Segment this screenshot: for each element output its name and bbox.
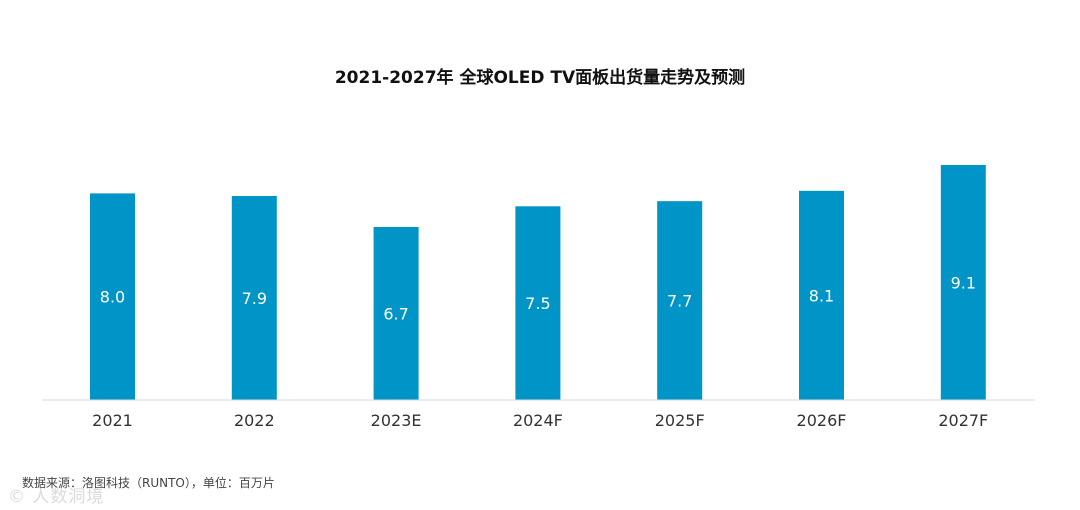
tick-label-2022: 2022 xyxy=(234,411,275,430)
data-label-2022: 7.9 xyxy=(242,289,267,308)
bar-2025f xyxy=(657,201,703,400)
labels-group: 8.0 7.9 6.7 7.5 7.7 8.1 9.1 xyxy=(100,274,976,324)
tick-label-2023e: 2023E xyxy=(371,411,422,430)
bar-2021 xyxy=(90,193,135,400)
data-label-2025f: 7.7 xyxy=(667,292,692,311)
watermark: © 人数洞境 xyxy=(8,487,105,507)
tick-label-2026f: 2026F xyxy=(797,411,847,430)
bar-2022 xyxy=(231,195,277,400)
chart-title: 2021-2027年 全球OLED TV面板出货量走势及预测 xyxy=(334,68,746,88)
source-note: 数据来源：洛图科技（RUNTO），单位：百万片 xyxy=(22,476,275,490)
tick-label-2027f: 2027F xyxy=(938,411,988,430)
data-label-2026f: 8.1 xyxy=(809,286,834,305)
data-label-2023e: 6.7 xyxy=(383,304,408,323)
data-label-2024f: 7.5 xyxy=(525,294,550,313)
bars-group xyxy=(90,165,986,400)
bar-2027f xyxy=(940,165,986,400)
bar-2026f xyxy=(799,190,844,400)
bar-2023e xyxy=(373,226,419,400)
data-label-2021: 8.0 xyxy=(100,288,125,307)
tick-label-2025f: 2025F xyxy=(655,411,705,430)
bar-2024f xyxy=(515,206,561,400)
tick-label-2024f: 2024F xyxy=(513,411,563,430)
data-label-2027f: 9.1 xyxy=(951,274,976,293)
tick-label-2021: 2021 xyxy=(92,411,133,430)
tick-labels-group: 2021 2022 2023E 2024F 2025F 2026F 2027F xyxy=(92,411,988,430)
